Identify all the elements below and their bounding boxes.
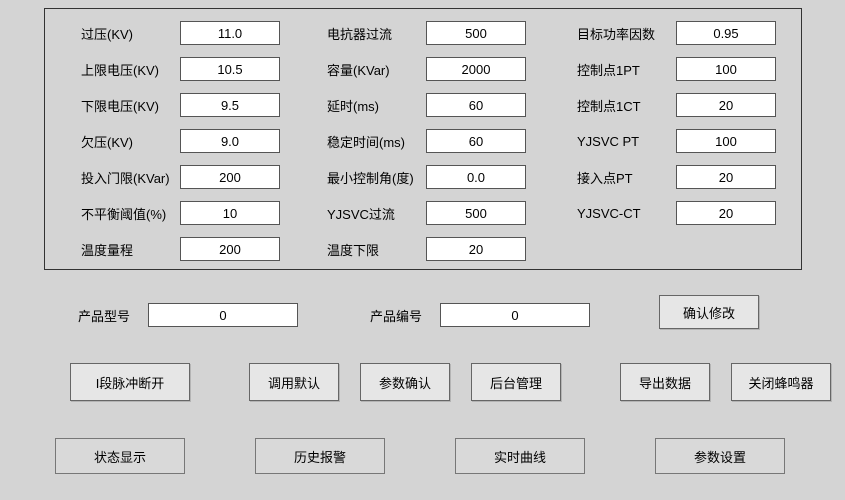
product-model-label: 产品型号 xyxy=(78,306,148,325)
param-input-access-pt[interactable]: 20 xyxy=(676,165,776,189)
product-number-group: 产品编号 0 xyxy=(370,303,590,327)
param-row: YJSVC PT 100 xyxy=(575,123,776,159)
param-label: 电抗器过流 xyxy=(325,24,420,43)
param-input-capacity[interactable]: 2000 xyxy=(426,57,526,81)
param-row: 上限电压(KV) 10.5 xyxy=(79,51,280,87)
close-buzzer-button[interactable]: 关闭蜂鸣器 xyxy=(731,363,831,401)
tab-status-display[interactable]: 状态显示 xyxy=(55,438,185,474)
tab-realtime-curve[interactable]: 实时曲线 xyxy=(455,438,585,474)
param-input-target-pf[interactable]: 0.95 xyxy=(676,21,776,45)
param-label: 欠压(KV) xyxy=(79,132,174,151)
param-input-upper-voltage[interactable]: 10.5 xyxy=(180,57,280,81)
param-confirm-button[interactable]: 参数确认 xyxy=(360,363,450,401)
param-row: 欠压(KV) 9.0 xyxy=(79,123,280,159)
param-label: YJSVC PT xyxy=(575,134,670,149)
param-label: 过压(KV) xyxy=(79,24,174,43)
param-row: 控制点1CT 20 xyxy=(575,87,776,123)
param-row: 稳定时间(ms) 60 xyxy=(325,123,526,159)
param-input-min-angle[interactable]: 0.0 xyxy=(426,165,526,189)
param-row: 投入门限(KVar) 200 xyxy=(79,159,280,195)
param-label: 不平衡阈值(%) xyxy=(79,204,174,223)
param-input-ctrl1-ct[interactable]: 20 xyxy=(676,93,776,117)
product-model-input[interactable]: 0 xyxy=(148,303,298,327)
product-number-input[interactable]: 0 xyxy=(440,303,590,327)
param-row: 电抗器过流 500 xyxy=(325,15,526,51)
tab-history-alarm[interactable]: 历史报警 xyxy=(255,438,385,474)
param-row: 不平衡阈值(%) 10 xyxy=(79,195,280,231)
param-input-unbalance[interactable]: 10 xyxy=(180,201,280,225)
pulse-break-button[interactable]: I段脉冲断开 xyxy=(70,363,190,401)
param-row: 下限电压(KV) 9.5 xyxy=(79,87,280,123)
param-input-temp-range[interactable]: 200 xyxy=(180,237,280,261)
param-label: 温度量程 xyxy=(79,240,174,259)
param-row: 延时(ms) 60 xyxy=(325,87,526,123)
param-label: 温度下限 xyxy=(325,240,420,259)
parameter-panel: 过压(KV) 11.0 上限电压(KV) 10.5 下限电压(KV) 9.5 欠… xyxy=(44,8,802,270)
param-input-delay[interactable]: 60 xyxy=(426,93,526,117)
param-label: 稳定时间(ms) xyxy=(325,132,420,151)
param-label: YJSVC-CT xyxy=(575,206,670,221)
param-label: 控制点1PT xyxy=(575,60,670,79)
param-label: 容量(KVar) xyxy=(325,60,420,79)
param-column-1: 过压(KV) 11.0 上限电压(KV) 10.5 下限电压(KV) 9.5 欠… xyxy=(79,15,280,267)
param-label: 目标功率因数 xyxy=(575,24,670,43)
param-label: 投入门限(KVar) xyxy=(79,168,174,187)
param-input-lower-voltage[interactable]: 9.5 xyxy=(180,93,280,117)
param-input-reactor-oc[interactable]: 500 xyxy=(426,21,526,45)
param-row: 目标功率因数 0.95 xyxy=(575,15,776,51)
param-column-2: 电抗器过流 500 容量(KVar) 2000 延时(ms) 60 稳定时间(m… xyxy=(325,15,526,267)
param-input-yjsvc-oc[interactable]: 500 xyxy=(426,201,526,225)
param-label: 下限电压(KV) xyxy=(79,96,174,115)
param-input-yjsvc-ct[interactable]: 20 xyxy=(676,201,776,225)
export-data-button[interactable]: 导出数据 xyxy=(620,363,710,401)
param-label: 接入点PT xyxy=(575,168,670,187)
param-label: 延时(ms) xyxy=(325,96,420,115)
param-row: 容量(KVar) 2000 xyxy=(325,51,526,87)
param-input-undervoltage[interactable]: 9.0 xyxy=(180,129,280,153)
param-row: 最小控制角(度) 0.0 xyxy=(325,159,526,195)
param-input-temp-lower[interactable]: 20 xyxy=(426,237,526,261)
product-number-label: 产品编号 xyxy=(370,306,440,325)
param-label: 控制点1CT xyxy=(575,96,670,115)
param-input-threshold-kvar[interactable]: 200 xyxy=(180,165,280,189)
param-input-yjsvc-pt[interactable]: 100 xyxy=(676,129,776,153)
param-input-ctrl1-pt[interactable]: 100 xyxy=(676,57,776,81)
param-input-overvoltage[interactable]: 11.0 xyxy=(180,21,280,45)
param-column-3: 目标功率因数 0.95 控制点1PT 100 控制点1CT 20 YJSVC P… xyxy=(575,15,776,231)
param-label: 最小控制角(度) xyxy=(325,168,420,187)
backend-mgmt-button[interactable]: 后台管理 xyxy=(471,363,561,401)
param-row: 控制点1PT 100 xyxy=(575,51,776,87)
param-input-stable-time[interactable]: 60 xyxy=(426,129,526,153)
tab-param-settings[interactable]: 参数设置 xyxy=(655,438,785,474)
param-row: 温度量程 200 xyxy=(79,231,280,267)
product-model-group: 产品型号 0 xyxy=(78,303,298,327)
param-row: 接入点PT 20 xyxy=(575,159,776,195)
confirm-modify-button[interactable]: 确认修改 xyxy=(659,295,759,329)
param-label: 上限电压(KV) xyxy=(79,60,174,79)
load-default-button[interactable]: 调用默认 xyxy=(249,363,339,401)
param-row: YJSVC过流 500 xyxy=(325,195,526,231)
param-row: YJSVC-CT 20 xyxy=(575,195,776,231)
param-row: 温度下限 20 xyxy=(325,231,526,267)
param-row: 过压(KV) 11.0 xyxy=(79,15,280,51)
param-label: YJSVC过流 xyxy=(325,204,420,223)
